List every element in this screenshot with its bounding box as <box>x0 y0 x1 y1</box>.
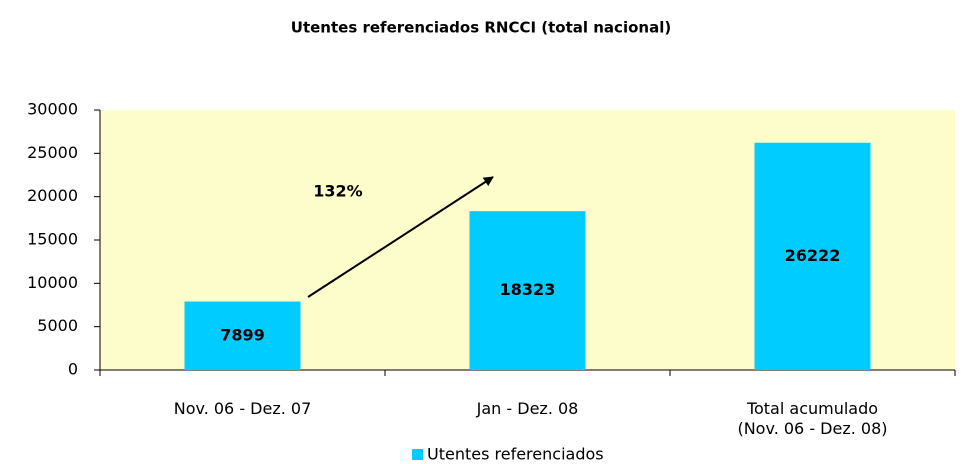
arrow <box>307 176 494 298</box>
data-label: 7899 <box>220 325 265 344</box>
y-tick-label: 15000 <box>27 230 78 249</box>
data-label: 18323 <box>500 280 556 299</box>
y-tick-label: 5000 <box>37 316 78 335</box>
y-tick-label: 20000 <box>27 186 78 205</box>
y-tick-label: 30000 <box>27 100 78 119</box>
y-tick-label: 10000 <box>27 273 78 292</box>
x-tick-label: Nov. 06 - Dez. 07 <box>173 399 312 418</box>
legend-label: Utentes referenciados <box>427 445 604 464</box>
chart-title: Utentes referenciados RNCCI (total nacio… <box>291 19 671 37</box>
bar <box>754 142 871 370</box>
y-tick-label: 0 <box>68 360 78 379</box>
bar <box>184 301 301 370</box>
legend-swatch <box>412 449 423 460</box>
annotation: 132% <box>313 182 362 201</box>
x-tick-label: Jan - Dez. 08 <box>476 399 579 418</box>
y-tick-label: 25000 <box>27 143 78 162</box>
data-label: 26222 <box>785 246 841 265</box>
x-tick-label: Total acumulado (Nov. 06 - Dez. 08) <box>737 399 888 438</box>
bar <box>469 211 586 370</box>
